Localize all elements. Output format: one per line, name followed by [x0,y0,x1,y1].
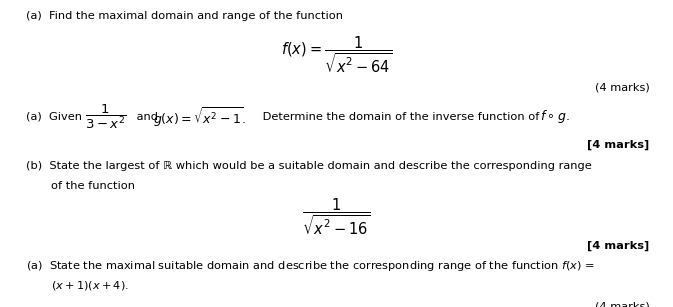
Text: $(x+1)(x+4)$.: $(x+1)(x+4)$. [51,279,129,292]
Text: [4 marks]: [4 marks] [588,140,649,150]
Text: (a)  Find the maximal domain and range of the function: (a) Find the maximal domain and range of… [26,11,343,21]
Text: of the function: of the function [51,181,135,191]
Text: (4 marks): (4 marks) [595,301,649,307]
Text: (4 marks): (4 marks) [595,83,649,93]
Text: (b)  State the largest of ℝ which would be a suitable domain and describe the co: (b) State the largest of ℝ which would b… [26,161,592,171]
Text: $f \circ g$.: $f \circ g$. [540,108,569,125]
Text: Determine the domain of the inverse function of: Determine the domain of the inverse func… [259,112,543,122]
Text: and: and [133,112,162,122]
Text: $f(x) = \dfrac{1}{\sqrt{x^2-64}}$: $f(x) = \dfrac{1}{\sqrt{x^2-64}}$ [281,35,392,76]
Text: [4 marks]: [4 marks] [588,241,649,251]
Text: $g(x) = \sqrt{x^2-1}$.: $g(x) = \sqrt{x^2-1}$. [153,105,247,129]
Text: (a)  State the maximal suitable domain and describe the corresponding range of t: (a) State the maximal suitable domain an… [26,259,594,274]
Text: $\dfrac{1}{3-x^2}$: $\dfrac{1}{3-x^2}$ [85,103,126,131]
Text: $\dfrac{1}{\sqrt{x^2-16}}$: $\dfrac{1}{\sqrt{x^2-16}}$ [302,196,371,237]
Text: (a)  Given: (a) Given [26,112,85,122]
